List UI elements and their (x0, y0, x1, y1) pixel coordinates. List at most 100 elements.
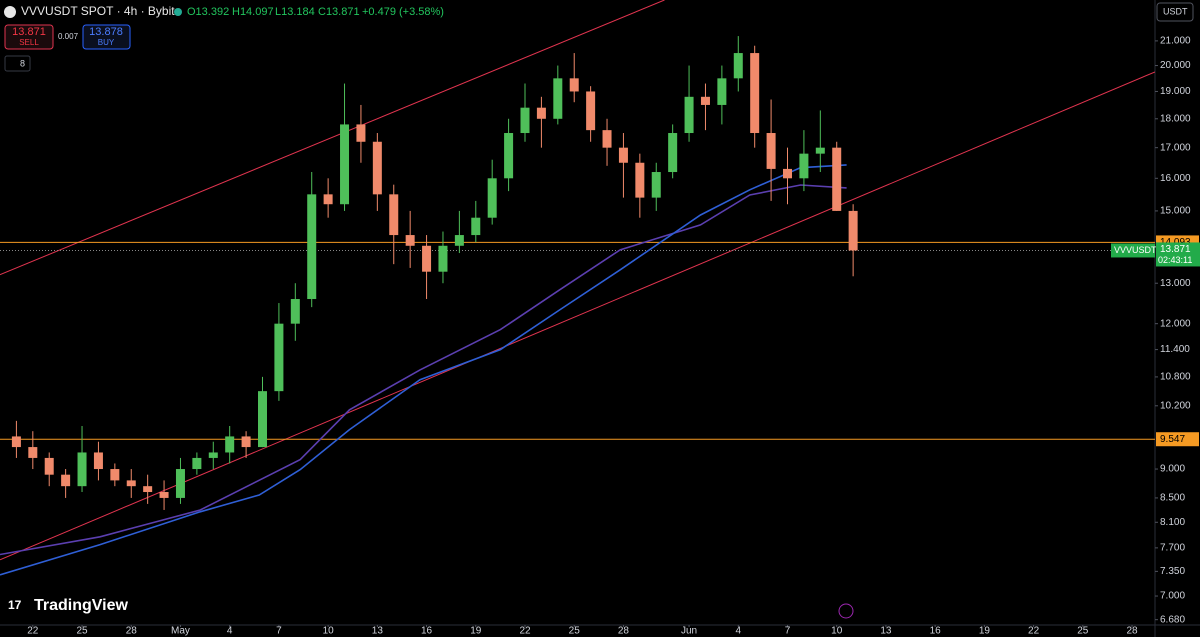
ui: VVVUSDT SPOT · 4h · Bybit O13.392 H14.09… (4, 2, 1194, 619)
candle-body (766, 133, 776, 169)
indicators-count: 8 (20, 58, 25, 68)
symbol-tag (1111, 243, 1155, 258)
candle-body (504, 133, 514, 179)
candle-body (61, 474, 71, 487)
candle-body (651, 172, 661, 198)
candle-body (77, 452, 87, 487)
candle-body (520, 107, 530, 134)
x-tick-label: 19 (470, 626, 482, 637)
y-tick-label: 13.000 (1160, 278, 1191, 289)
symbol-icon (4, 6, 16, 18)
ohlc-close: C13.871 (318, 6, 360, 18)
candle-body (290, 299, 300, 324)
candle-body (175, 469, 185, 498)
x-tick-label: 25 (76, 626, 88, 637)
x-tick-label: 22 (1028, 626, 1040, 637)
candle-body (11, 436, 21, 448)
candle-body (684, 96, 694, 134)
candle-body (28, 447, 38, 458)
candle-body (192, 457, 202, 470)
y-tick-label: 12.000 (1160, 318, 1191, 329)
candle-body (602, 130, 612, 148)
candle-body (635, 162, 645, 198)
price-tag-label: 13.871 (1160, 244, 1191, 255)
candle-body (323, 194, 333, 205)
candle-body (307, 194, 317, 300)
y-tick-label: 9.000 (1160, 464, 1185, 475)
candle-body (93, 452, 103, 470)
candle-body (750, 53, 760, 134)
level-label: 9.547 (1160, 434, 1185, 445)
x-tick-label: 4 (736, 626, 742, 637)
y-tick-label: 7.000 (1160, 591, 1185, 602)
candle-body (208, 452, 218, 458)
y-tick-label: 7.350 (1160, 566, 1185, 577)
x-tick-label: 22 (27, 626, 39, 637)
ohlc-open: O13.392 (187, 6, 229, 18)
currency-button[interactable] (1156, 2, 1194, 22)
y-tick-label: 8.100 (1160, 517, 1185, 528)
candle-body (586, 91, 596, 131)
candle-body (405, 235, 415, 246)
y-tick-label: 15.000 (1160, 206, 1191, 217)
candle-body (274, 323, 284, 392)
candle-body (536, 107, 546, 119)
x-tick-label: 25 (1077, 626, 1089, 637)
candle-body (159, 492, 169, 498)
level-tag (1156, 432, 1199, 447)
candle-body (44, 457, 54, 475)
y-tick-label: 18.000 (1160, 113, 1191, 124)
candle-body (258, 391, 267, 448)
x-tick-label: 7 (276, 626, 282, 637)
buy-price: 13.878 (89, 26, 123, 38)
ohlc-high: H14.097 (232, 6, 274, 18)
sell-button[interactable] (4, 24, 54, 50)
y-tick-label: 11.400 (1160, 344, 1190, 355)
candle-body (487, 178, 497, 218)
x-tick-label: Jun (681, 626, 697, 637)
candle-body (241, 436, 251, 448)
candle-body (569, 78, 579, 92)
candle-body (553, 78, 563, 119)
brand-mark: 17 (8, 598, 22, 612)
candle-body (225, 436, 235, 453)
candle-body (340, 124, 350, 205)
x-tick-label: 13 (880, 626, 892, 637)
candle-body (389, 194, 399, 236)
y-tick-label: 7.700 (1160, 543, 1185, 554)
candle-body (471, 217, 481, 236)
x-tick-label: 16 (421, 626, 433, 637)
x-tick-label: 10 (831, 626, 843, 637)
line (0, 164, 847, 576)
x-tick-label: 22 (519, 626, 531, 637)
status-dot (174, 8, 182, 16)
currency: USDT (1163, 6, 1188, 16)
candle-body (454, 235, 464, 246)
x-tick-label: 10 (323, 626, 335, 637)
buy-button[interactable] (82, 24, 131, 50)
y-tick-label: 21.000 (1160, 36, 1191, 47)
line (0, 71, 1155, 561)
y-tick-label: 17.000 (1160, 142, 1191, 153)
candle-body (422, 245, 432, 272)
candle-body (618, 147, 628, 163)
indicators-toggle[interactable] (4, 55, 31, 72)
plot (0, 0, 1155, 576)
x-tick-label: 16 (930, 626, 942, 637)
alert-icon[interactable] (838, 603, 854, 619)
symbol-tag-label: VVVUSDT (1114, 245, 1157, 255)
candle-body (733, 53, 743, 79)
x-tick-label: 7 (785, 626, 791, 637)
brand: TradingView (34, 597, 129, 614)
candle-body (143, 486, 153, 493)
candle-body (783, 168, 792, 179)
x-tick-label: 25 (569, 626, 581, 637)
x-tick-label: 28 (126, 626, 138, 637)
x-tick-label: 28 (1126, 626, 1138, 637)
buy-label: BUY (98, 38, 115, 47)
symbol-title: VVVUSDT SPOT · 4h · Bybit (21, 4, 175, 18)
candle-body (110, 469, 120, 481)
sell-label: SELL (19, 38, 39, 47)
candle-body (815, 147, 825, 154)
ohlc-low: L13.184 (275, 6, 315, 18)
